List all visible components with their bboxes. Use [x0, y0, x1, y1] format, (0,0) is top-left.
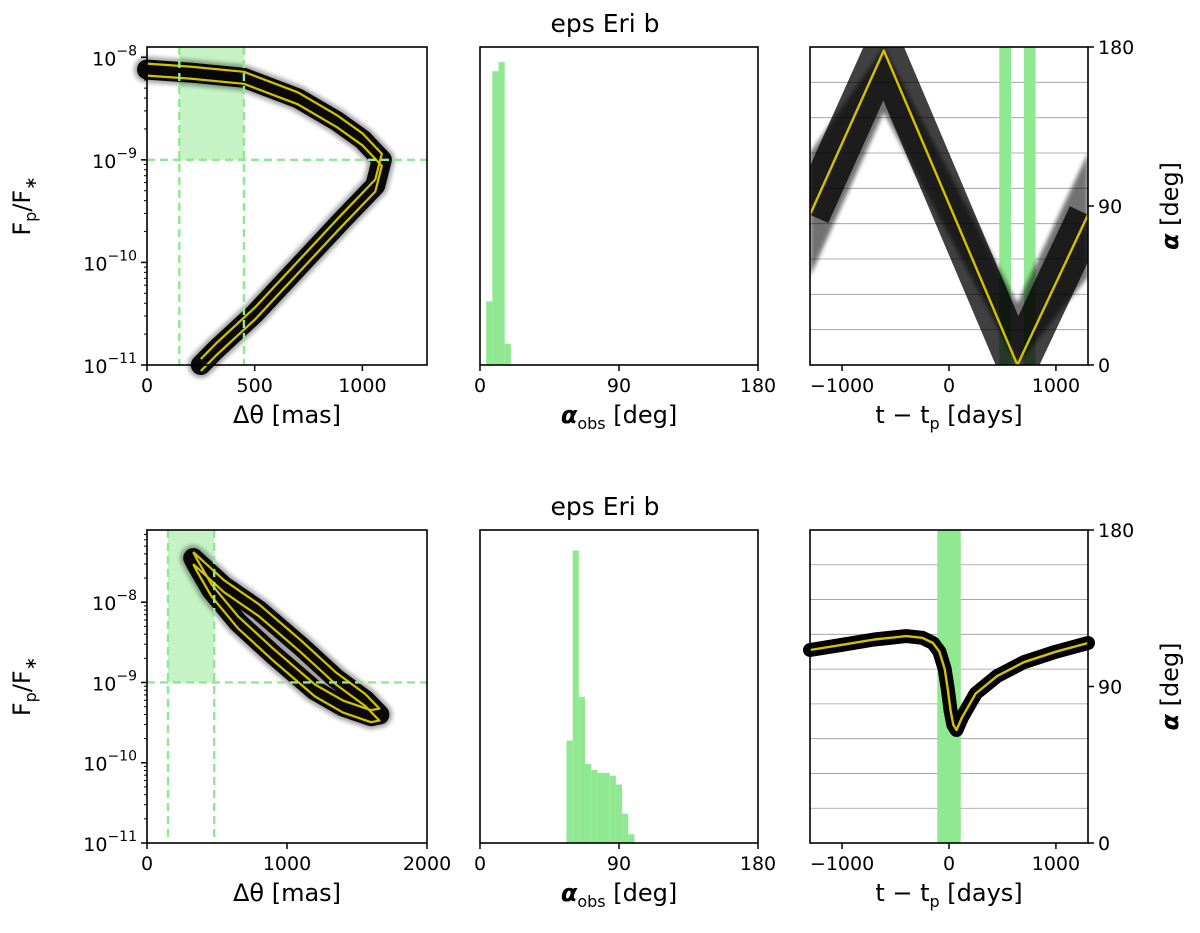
orbit-track-lower: [192, 563, 381, 724]
y-tick-label: 10−8: [92, 588, 137, 615]
panel-phase-time-bottom: −1000 0 1000 0 90 180 t − tp [days] α [deg]: [803, 520, 1184, 911]
hist-bar: [578, 696, 586, 843]
x-tick-label: 1000: [263, 853, 311, 875]
y-tick-label: 10−10: [83, 248, 137, 275]
axes-frame: [146, 46, 428, 366]
x-tick-label: 0: [141, 375, 153, 397]
y-tick-label-right: 90: [1098, 677, 1122, 699]
y-tick-label: 10−9: [92, 146, 137, 173]
hist-bar: [622, 813, 629, 843]
x-tick-label: 0: [943, 853, 955, 875]
x-tick-label: 180: [740, 375, 776, 397]
x-tick-label: 1000: [338, 375, 386, 397]
y-tick-label: 10−11: [83, 829, 137, 856]
x-axis-label: t − tp [days]: [875, 401, 1022, 433]
y-tick-label-right: 180: [1098, 520, 1134, 542]
x-tick-label: 1000: [1032, 853, 1080, 875]
x-tick-label: 90: [607, 853, 631, 875]
panel-phase-hist-top: 0 90 180 αobs [deg]: [474, 46, 776, 433]
x-tick-label: −1000: [810, 853, 874, 875]
x-tick-label: 500: [237, 375, 273, 397]
x-tick-label: 0: [474, 853, 486, 875]
row-bottom: eps Eri b: [550, 492, 659, 521]
hist-bar: [597, 772, 604, 843]
orbit-spread-band: [183, 548, 390, 727]
row-title-bottom: eps Eri b: [550, 492, 659, 521]
hist-bar: [566, 740, 573, 843]
y-tick-label-right: 180: [1098, 37, 1134, 59]
y-tick-label: 10−8: [92, 43, 137, 70]
panel-separation-flux-bottom: 0 1000 2000 10−11 10−10 10−9 10−8 Δθ [mas] Fp/F∗: [8, 529, 451, 907]
hist-bar: [591, 769, 598, 843]
y-tick-label: 10−10: [83, 749, 137, 776]
observation-window: [1023, 47, 1036, 365]
x-axis-label: Δθ [mas]: [233, 401, 341, 429]
panel-phase-time-top: −1000 0 1000 0 90 180 t − tp [days] α [deg]: [808, 37, 1184, 433]
orbit-track-upper: [192, 551, 381, 712]
hist-bar: [615, 784, 623, 843]
axes-frame: [479, 46, 759, 366]
x-tick-label: −1000: [810, 375, 874, 397]
x-axis-label: Δθ [mas]: [233, 879, 341, 907]
y-tick-label-right: 0: [1098, 833, 1110, 855]
y-tick-label-right: 0: [1098, 355, 1110, 377]
hist-bar: [492, 71, 499, 365]
x-tick-label: 0: [474, 375, 486, 397]
y-tick-label: 10−9: [92, 668, 137, 695]
x-tick-label: 0: [141, 853, 153, 875]
y-axis-label: Fp/F∗: [8, 657, 40, 716]
hist-bar: [486, 301, 493, 365]
observation-window: [999, 47, 1012, 365]
phase-spread-core: [810, 47, 1088, 365]
orbit-track-lower: [146, 74, 383, 372]
x-axis-label: αobs [deg]: [561, 401, 677, 433]
phase-curve: [809, 634, 1089, 732]
panel-phase-hist-bottom: 0 90 180 αobs [deg]: [474, 529, 776, 911]
row-top: eps Eri b: [550, 9, 659, 38]
row-title-top: eps Eri b: [550, 9, 659, 38]
x-axis-label: αobs [deg]: [561, 879, 677, 911]
hist-bar: [609, 775, 616, 843]
x-tick-label: 0: [943, 375, 955, 397]
y-axis-label: Fp/F∗: [8, 176, 40, 235]
x-tick-label: 90: [607, 375, 631, 397]
y-axis-label-right: α [deg]: [1156, 162, 1184, 250]
y-tick-label: 10−11: [83, 351, 137, 378]
hist-bar: [585, 764, 592, 843]
hist-bar: [628, 834, 635, 843]
hist-bar: [504, 343, 511, 365]
y-axis-label-right: α [deg]: [1156, 642, 1184, 730]
y-tick-label-right: 90: [1098, 196, 1122, 218]
x-tick-label: 180: [740, 853, 776, 875]
x-tick-label: 1000: [1032, 375, 1080, 397]
hist-bar: [572, 550, 579, 843]
panel-separation-flux-top: 0 500 1000 10−11 10−10 10−9 10−8 Δθ [mas] Fp/F∗: [8, 43, 428, 429]
orbit-track-upper: [146, 62, 383, 360]
hist-bar: [603, 772, 610, 843]
hist-bar: [498, 62, 505, 366]
x-axis-label: t − tp [days]: [875, 879, 1022, 911]
x-tick-label: 2000: [403, 853, 451, 875]
phase-curve: [808, 49, 1090, 367]
